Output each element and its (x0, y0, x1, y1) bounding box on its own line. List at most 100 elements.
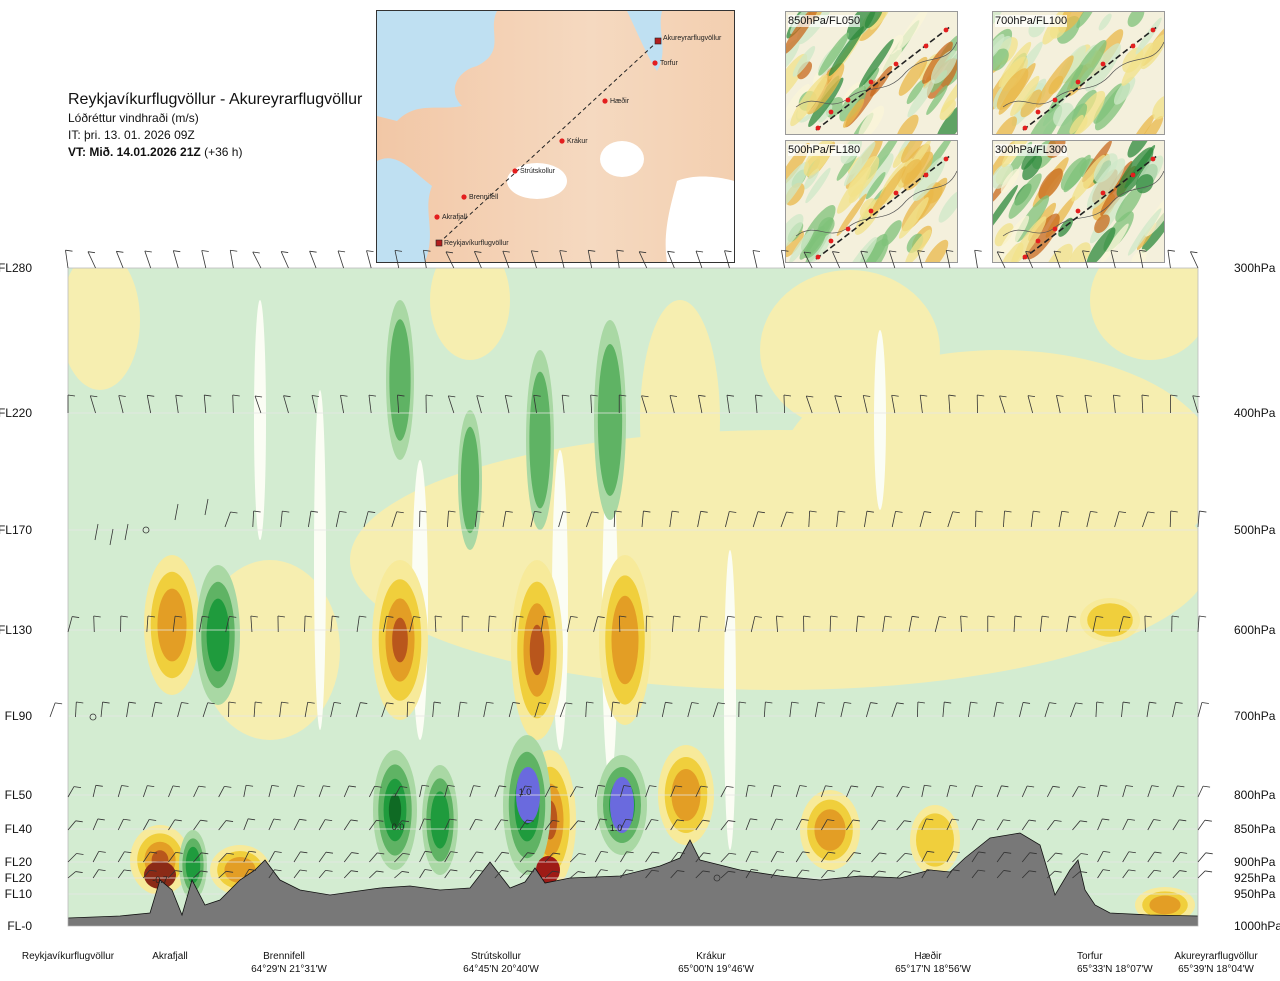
wind-barb (519, 870, 535, 879)
panel-wind-stripe (1152, 95, 1164, 120)
wind-barb (100, 701, 110, 718)
wind-barb (855, 615, 865, 633)
wind-barb (891, 510, 903, 528)
wind-barbs (49, 249, 1213, 882)
wind-barb (330, 615, 340, 633)
panel-wind-stripe (846, 12, 876, 41)
level-panel[interactable]: 300hPa/FL300 (992, 140, 1165, 263)
wind-barb (1025, 251, 1034, 269)
wind-barb (519, 785, 532, 798)
pressure-level-label: 850hPa (1234, 822, 1276, 836)
wind-barb (1072, 871, 1088, 879)
panel-wind-stripe (789, 228, 814, 262)
wind-barb (616, 249, 624, 269)
wind-barb (750, 616, 762, 633)
wind-barb (620, 818, 633, 831)
downdraft-core (388, 793, 402, 827)
wind-barb (921, 818, 934, 831)
pressure-level-label: 700hPa (1234, 709, 1276, 723)
panel-wind-stripe (1124, 145, 1156, 189)
wind-barb (669, 510, 680, 528)
wind-barb (846, 819, 861, 831)
wind-barb (202, 702, 215, 718)
panel-wind-stripe (848, 184, 864, 204)
calm-wind-marker (142, 526, 150, 534)
wind-barb (87, 251, 96, 269)
wind-barb (620, 785, 631, 798)
contour-value-label: 1.0 (519, 787, 532, 797)
wind-barb (1003, 510, 1012, 528)
panel-wind-stripe (996, 215, 1030, 260)
level-panel[interactable]: 700hPa/FL100 (992, 11, 1165, 135)
waypoint-coord: 64°45'N 20°40'W (463, 964, 539, 975)
panel-wind-stripe (923, 239, 949, 262)
wind-barb (394, 852, 410, 863)
wind-barb (469, 785, 481, 798)
panel-wind-stripe (1008, 173, 1042, 219)
level-panel[interactable]: 850hPa/FL050 (785, 11, 958, 135)
wind-barb (243, 850, 257, 863)
wind-barb (1192, 395, 1200, 414)
pressure-level-label: 600hPa (1234, 623, 1276, 637)
wind-barb (474, 251, 482, 269)
wind-field: -0.7 0.0 1.0 1.0 (68, 268, 1198, 926)
wind-barb (896, 852, 913, 863)
wind-barb (558, 511, 571, 528)
wind-barb (1172, 819, 1187, 831)
updraft-core (1149, 895, 1181, 915)
wind-barb (318, 851, 334, 863)
flight-level-label: FL-0 (7, 919, 32, 933)
wind-barb (836, 510, 846, 528)
level-panel[interactable]: 500hPa/FL180 (785, 140, 958, 263)
wind-barb (996, 819, 1011, 831)
wind-barb (268, 818, 281, 831)
downdraft-core (597, 344, 623, 496)
wind-barb (201, 250, 209, 269)
panel-wind-stripe (993, 185, 1018, 238)
wind-barb (1086, 511, 1098, 528)
wind-barb (268, 784, 279, 798)
wind-barb (304, 615, 313, 633)
wind-barb (618, 394, 627, 413)
flight-level-label: FL20 (4, 855, 32, 869)
wind-barb (49, 702, 63, 718)
wind-barb (1197, 702, 1209, 718)
field-yellow-region (1090, 268, 1198, 360)
panel-wind-stripe (926, 85, 948, 116)
wind-barb (770, 851, 784, 863)
wind-barb (948, 394, 956, 414)
panel-coastline (1002, 170, 1164, 237)
waypoint-label: Akureyrarflugvöllur 65°39'N 18°04'W (1141, 950, 1280, 976)
wind-barb (724, 250, 732, 269)
map-point-label: Akrafjall (442, 214, 467, 221)
wind-barb (896, 871, 912, 879)
wind-barb (318, 869, 333, 879)
wind-barb (720, 786, 734, 798)
wind-barb (1122, 851, 1136, 863)
wind-barb (976, 394, 985, 414)
wind-barb (369, 870, 384, 879)
wind-barb (92, 869, 106, 879)
wind-barb (968, 701, 978, 718)
wind-barb (308, 510, 318, 528)
panel-wind-stripe (1093, 153, 1118, 183)
flight-level-label: FL130 (0, 623, 32, 637)
panel-wind-stripe (1086, 227, 1116, 262)
wind-barb (871, 870, 886, 879)
wind-barb (974, 249, 982, 269)
wind-barb (533, 394, 541, 414)
field-neutral-band (874, 330, 886, 510)
lead-time: (+36 h) (204, 145, 243, 159)
wind-barb (394, 786, 408, 798)
wind-barb (92, 851, 106, 863)
flight-level-label: FL20 (4, 871, 32, 885)
wind-barb (419, 510, 427, 528)
strong-updraft-core (144, 861, 176, 889)
level-panel-label: 300hPa/FL300 (995, 144, 1068, 156)
wind-barb (1097, 784, 1108, 798)
waypoint-label: Strútskollur 64°45'N 20°40'W (426, 950, 576, 976)
wind-barb (168, 819, 182, 831)
wind-barb (1118, 616, 1131, 633)
wind-barb (569, 786, 584, 798)
wind-barb (993, 701, 1004, 718)
